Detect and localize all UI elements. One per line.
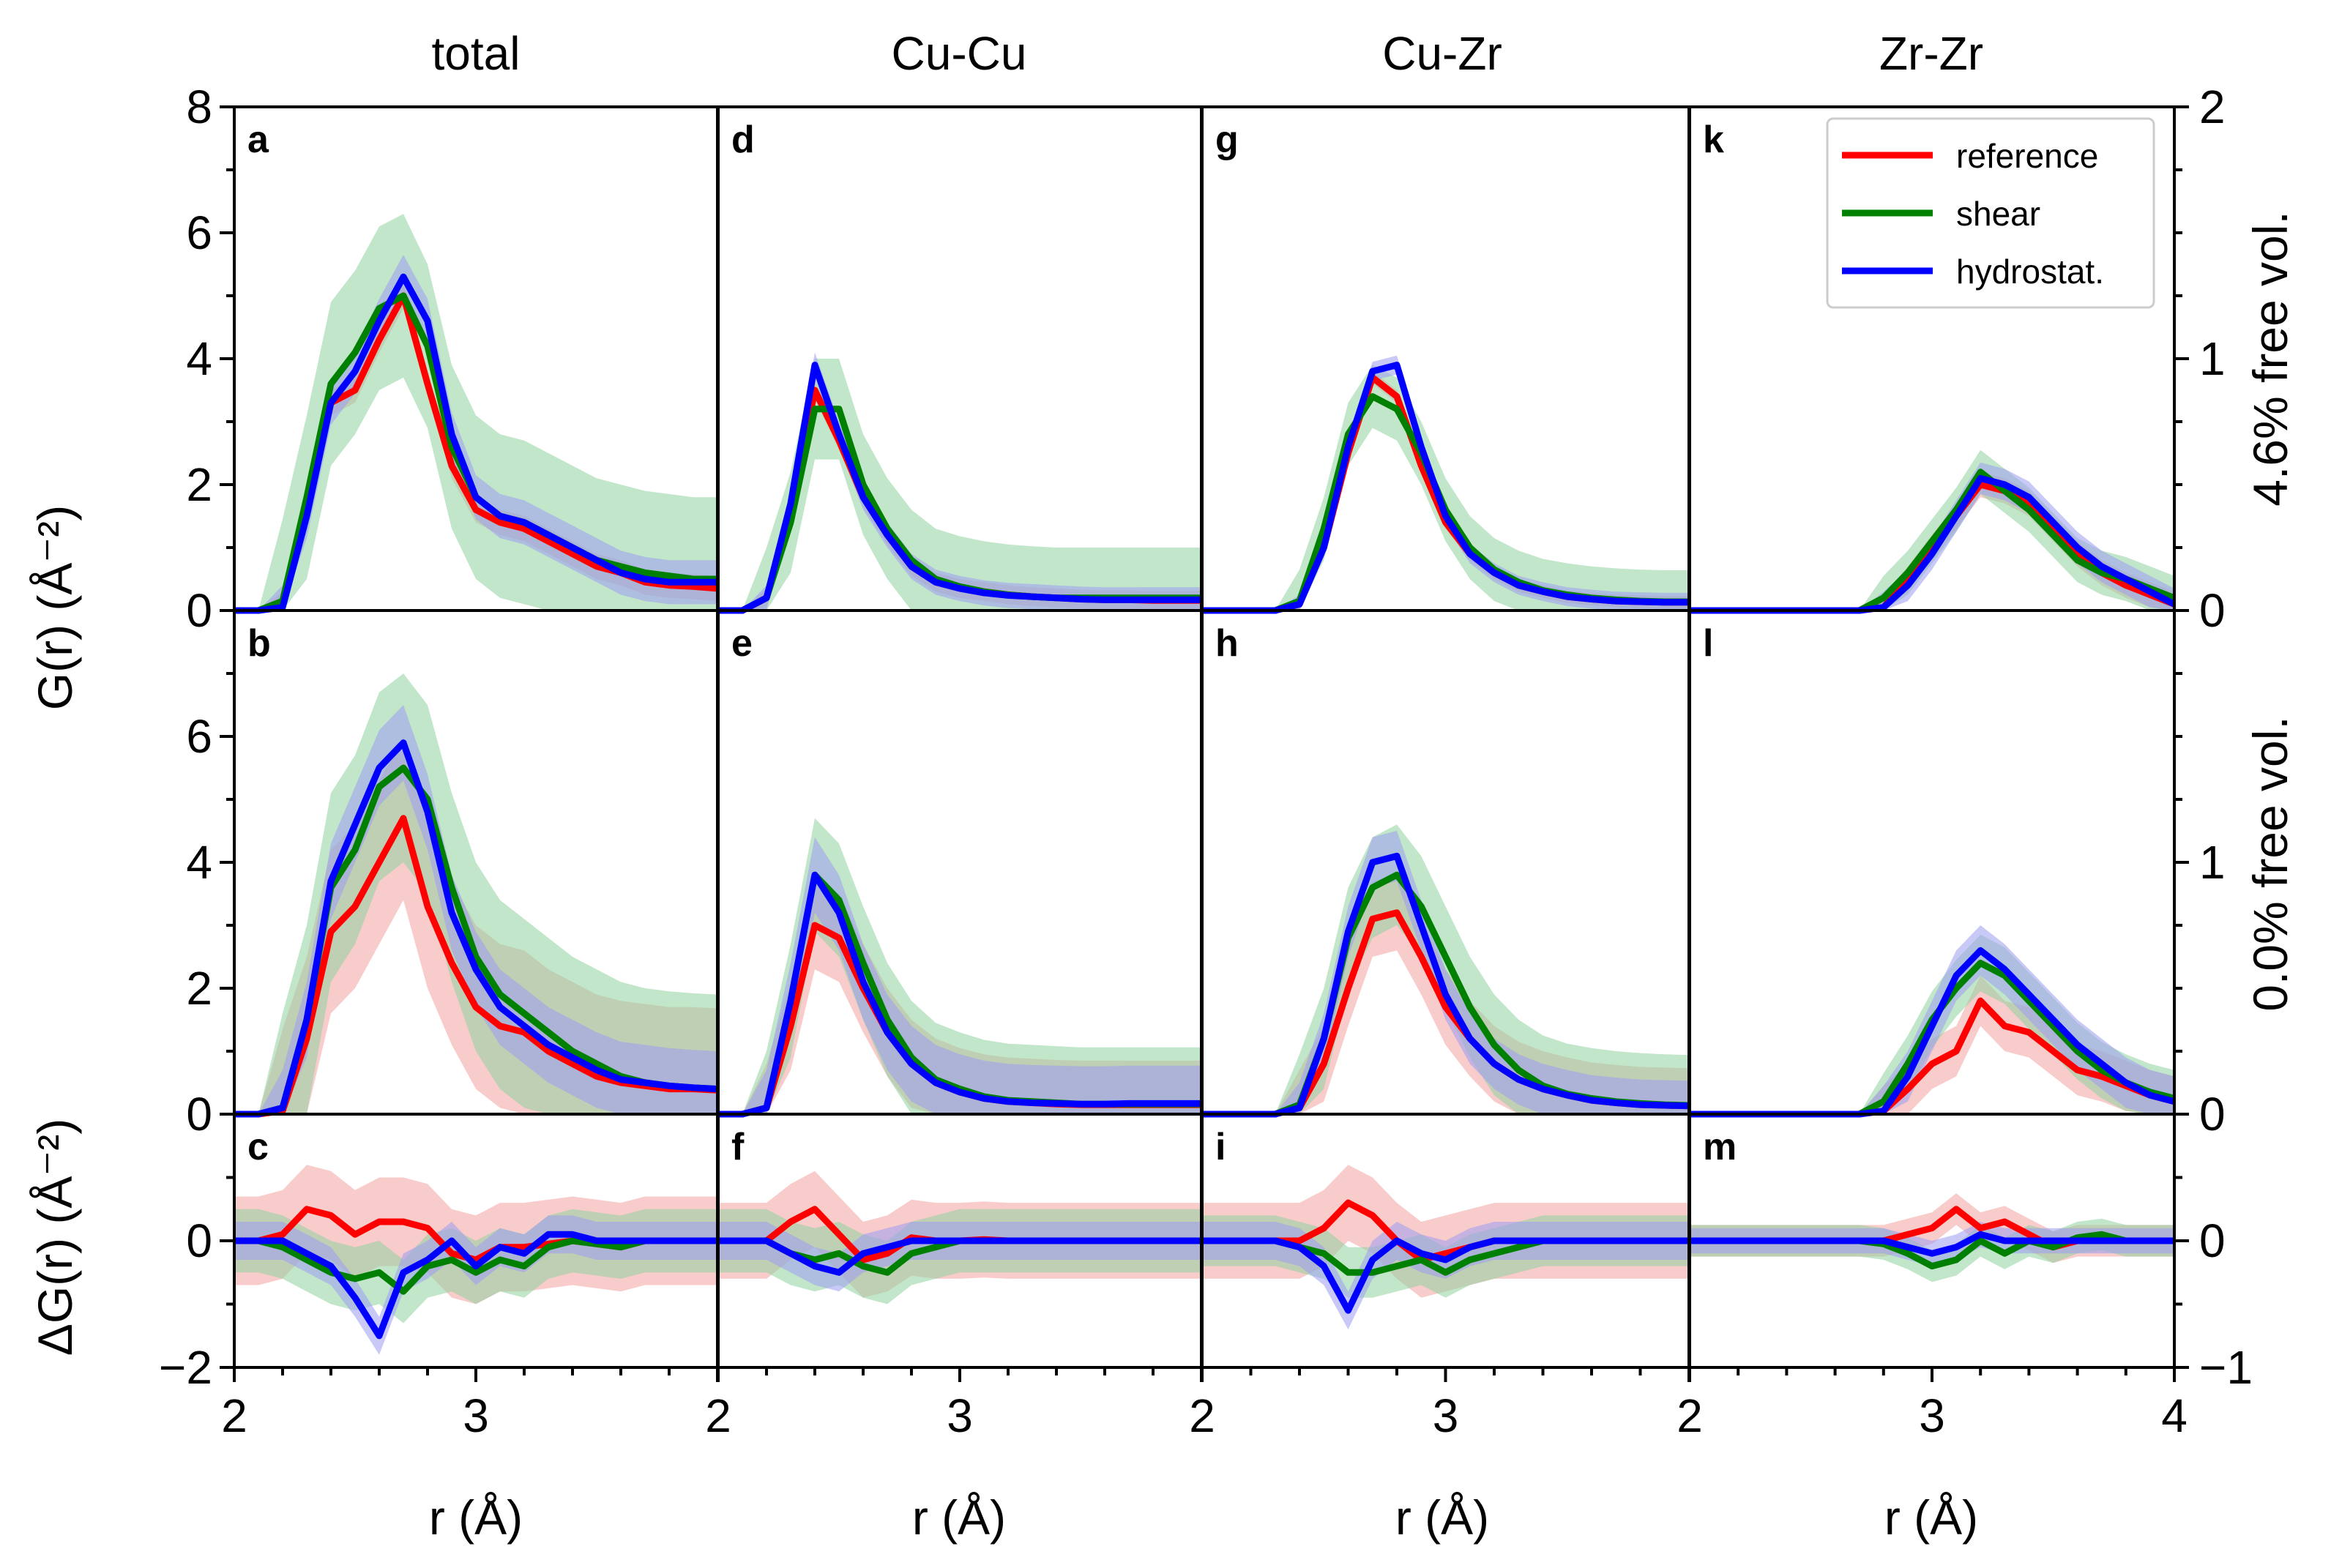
- x-tick-label: 3: [463, 1389, 489, 1442]
- right-y-tick-label: −1: [2199, 1341, 2253, 1394]
- legend-box: [1826, 117, 2155, 309]
- panel-label-m: m: [1703, 1126, 1737, 1168]
- x-axis-label-zr-zr: r (Å): [1884, 1490, 1978, 1545]
- x-axis-label-total: r (Å): [429, 1490, 523, 1545]
- panel-label-b: b: [247, 622, 271, 665]
- column-title-cu-zr: Cu-Zr: [1382, 27, 1502, 80]
- band-a-shear: [234, 214, 717, 611]
- y-tick-label: 0: [186, 1088, 212, 1140]
- band-b-hydrostat: [234, 705, 717, 1114]
- uncertainty-bands: [234, 214, 2174, 1355]
- x-tick-label: 2: [1677, 1389, 1703, 1442]
- right-y-tick-label: 0: [2199, 1214, 2226, 1267]
- right-label-free-vol-0-0: 0.0% free vol.: [2243, 716, 2297, 1012]
- right-y-tick-label: 0: [2199, 1088, 2226, 1140]
- axis-labels: a d g k b e h l c f i m 2 3 2 3 2 3 2 3 4 0 2 4 6 8 0 2 4 6 −2 0 0 1 2 0 1 −1…: [159, 81, 2253, 1442]
- band-m-hydrostat: [1690, 1222, 2174, 1266]
- x-axis-label-cu-zr: r (Å): [1395, 1490, 1489, 1545]
- panel-label-g: g: [1215, 119, 1239, 161]
- panel-label-c: c: [247, 1126, 269, 1168]
- legend: reference shear hydrostat.: [1826, 117, 2155, 309]
- y-axis-label-delta-g: ΔG(r) (Å⁻²): [28, 1119, 82, 1356]
- line-c-hydrostat: [234, 1231, 717, 1340]
- legend-label-reference: reference: [1956, 137, 2098, 175]
- x-tick-label: 2: [221, 1389, 247, 1442]
- panel-label-e: e: [731, 622, 753, 665]
- x-axis-label-cu-cu: r (Å): [912, 1490, 1006, 1545]
- right-y-tick-label: 1: [2199, 836, 2226, 889]
- y-tick-label: 6: [186, 710, 212, 763]
- band-b-shear: [234, 673, 717, 1114]
- panel-label-h: h: [1215, 622, 1239, 665]
- band-k-shear: [1690, 449, 2174, 611]
- legend-label-hydrostat: hydrostat.: [1956, 253, 2104, 291]
- right-y-tick-label: 1: [2199, 332, 2226, 385]
- x-tick-label: 3: [1433, 1389, 1459, 1442]
- right-y-tick-label: 2: [2199, 81, 2226, 133]
- x-tick-label: 2: [705, 1389, 731, 1442]
- band-g-shear: [1202, 365, 1689, 611]
- y-tick-label: 0: [186, 584, 212, 637]
- panel-label-i: i: [1215, 1126, 1226, 1168]
- panel-label-a: a: [247, 119, 269, 161]
- y-tick-label: 8: [186, 81, 212, 133]
- right-label-free-vol-4-6: 4.6% free vol.: [2243, 211, 2297, 507]
- line-h-hydrostat: [1202, 852, 1690, 1118]
- axis-ticks: [220, 105, 2189, 1382]
- line-i-hydrostat: [1202, 1237, 1689, 1314]
- y-tick-label: 6: [186, 206, 212, 259]
- panel-label-d: d: [731, 119, 755, 161]
- line-b-hydrostat: [234, 739, 718, 1118]
- y-tick-label: 4: [186, 332, 212, 385]
- right-y-tick-label: 0: [2199, 584, 2226, 637]
- band-e-hydrostat: [718, 837, 1201, 1114]
- y-axis-label-g: G(r) (Å⁻²): [28, 505, 82, 710]
- y-tick-label: 2: [186, 458, 212, 511]
- panel-label-f: f: [731, 1126, 745, 1168]
- x-tick-label: 3: [947, 1389, 973, 1442]
- column-title-total: total: [432, 27, 521, 80]
- column-title-cu-cu: Cu-Cu: [892, 27, 1027, 80]
- y-tick-label: 2: [186, 962, 212, 1015]
- y-tick-label: 0: [186, 1214, 212, 1267]
- x-tick-label: 4: [2161, 1389, 2188, 1442]
- line-d-hydrostat: [718, 362, 1201, 614]
- line-f-hydrostat: [718, 1237, 1201, 1276]
- panel-label-l: l: [1703, 622, 1713, 665]
- y-tick-label: −2: [159, 1341, 212, 1394]
- series-lines: [234, 273, 2177, 1340]
- line-g-hydrostat: [1202, 362, 1689, 614]
- column-title-zr-zr: Zr-Zr: [1879, 27, 1983, 80]
- line-a-hydrostat: [234, 273, 717, 614]
- legend-label-shear: shear: [1956, 195, 2040, 233]
- line-e-hydrostat: [718, 871, 1201, 1118]
- x-tick-label: 2: [1189, 1389, 1215, 1442]
- panel-label-k: k: [1703, 119, 1724, 161]
- band-c-hydrostat: [234, 1215, 717, 1355]
- line-m-hydrostat: [1690, 1231, 2174, 1257]
- y-tick-label: 4: [186, 836, 212, 889]
- x-tick-label: 3: [1919, 1389, 1945, 1442]
- band-k-hydrostat: [1690, 462, 2174, 611]
